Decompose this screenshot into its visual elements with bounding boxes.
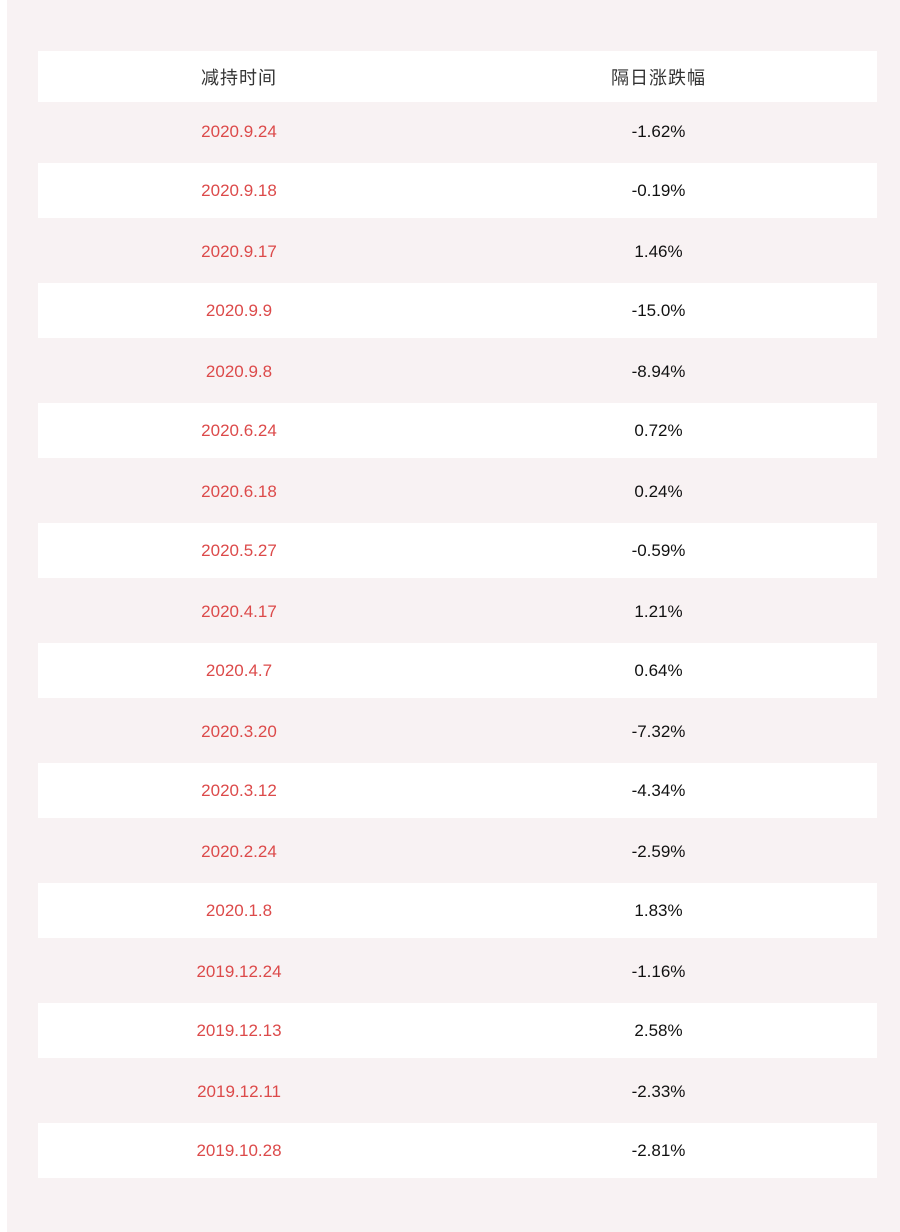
table-header-row: 减持时间 隔日涨跌幅 [38, 51, 877, 102]
date-cell: 2020.9.9 [205, 300, 273, 320]
date-cell: 2019.12.11 [197, 1082, 281, 1101]
header-date-column: 减持时间 [201, 67, 277, 88]
change-cell: 1.21% [634, 602, 683, 621]
change-cell: -8.94% [631, 362, 686, 381]
change-cell: -4.34% [631, 780, 686, 800]
date-cell: 2020.9.17 [201, 242, 277, 261]
table-row: 2020.2.24 -2.59% [38, 822, 877, 882]
date-cell: 2019.12.13 [196, 1020, 282, 1040]
change-cell: -7.32% [631, 722, 686, 741]
header-change-column: 隔日涨跌幅 [611, 67, 706, 88]
date-cell: 2020.4.7 [205, 660, 273, 680]
date-cell: 2020.2.24 [201, 842, 277, 861]
table-row: 2020.6.18 0.24% [38, 462, 877, 522]
change-cell: 2.58% [634, 1020, 683, 1040]
date-cell: 2020.3.12 [201, 780, 277, 800]
table-row: 2019.12.13 2.58% [38, 1002, 877, 1062]
date-cell: 2020.4.17 [201, 602, 277, 621]
table-row: 2020.9.17 1.46% [38, 222, 877, 282]
change-cell: -1.16% [631, 962, 686, 981]
date-cell: 2020.6.18 [201, 482, 277, 501]
change-cell: -0.59% [631, 540, 686, 560]
table-row: 2020.5.27 -0.59% [38, 522, 877, 582]
table-row: 2019.12.24 -1.16% [38, 942, 877, 1002]
date-cell: 2020.5.27 [201, 540, 277, 560]
change-cell: -2.59% [631, 842, 686, 861]
change-cell: -0.19% [631, 180, 686, 200]
table-row: 2020.6.24 0.72% [38, 402, 877, 462]
change-cell: 0.24% [634, 482, 683, 501]
reduction-change-table: 减持时间 隔日涨跌幅 2020.9.24 -1.62% 2020.9.18 -0… [38, 51, 877, 1182]
date-cell: 2020.9.24 [201, 122, 277, 141]
table-row: 2019.10.28 -2.81% [38, 1122, 877, 1182]
change-cell: 1.83% [634, 900, 683, 920]
date-cell: 2020.3.20 [201, 722, 277, 741]
table-row: 2020.9.9 -15.0% [38, 282, 877, 342]
change-cell: 0.64% [634, 660, 683, 680]
date-cell: 2020.6.24 [201, 420, 277, 440]
table-row: 2019.12.11 -2.33% [38, 1062, 877, 1122]
date-cell: 2020.9.18 [201, 180, 277, 200]
table-row: 2020.9.8 -8.94% [38, 342, 877, 402]
table-row: 2020.9.24 -1.62% [38, 102, 877, 162]
date-cell: 2020.9.8 [205, 362, 273, 381]
table-row: 2020.4.7 0.64% [38, 642, 877, 702]
change-cell: -15.0% [631, 300, 686, 320]
date-cell: 2020.1.8 [205, 900, 273, 920]
date-cell: 2019.12.24 [196, 962, 282, 981]
change-cell: -2.33% [631, 1082, 686, 1101]
table-row: 2020.1.8 1.83% [38, 882, 877, 942]
date-cell: 2019.10.28 [196, 1140, 282, 1160]
table-row: 2020.4.17 1.21% [38, 582, 877, 642]
change-cell: 1.46% [634, 242, 683, 261]
change-cell: -2.81% [631, 1140, 686, 1160]
change-cell: -1.62% [631, 122, 686, 141]
table-row: 2020.3.20 -7.32% [38, 702, 877, 762]
table-row: 2020.3.12 -4.34% [38, 762, 877, 822]
change-cell: 0.72% [634, 420, 683, 440]
table-row: 2020.9.18 -0.19% [38, 162, 877, 222]
